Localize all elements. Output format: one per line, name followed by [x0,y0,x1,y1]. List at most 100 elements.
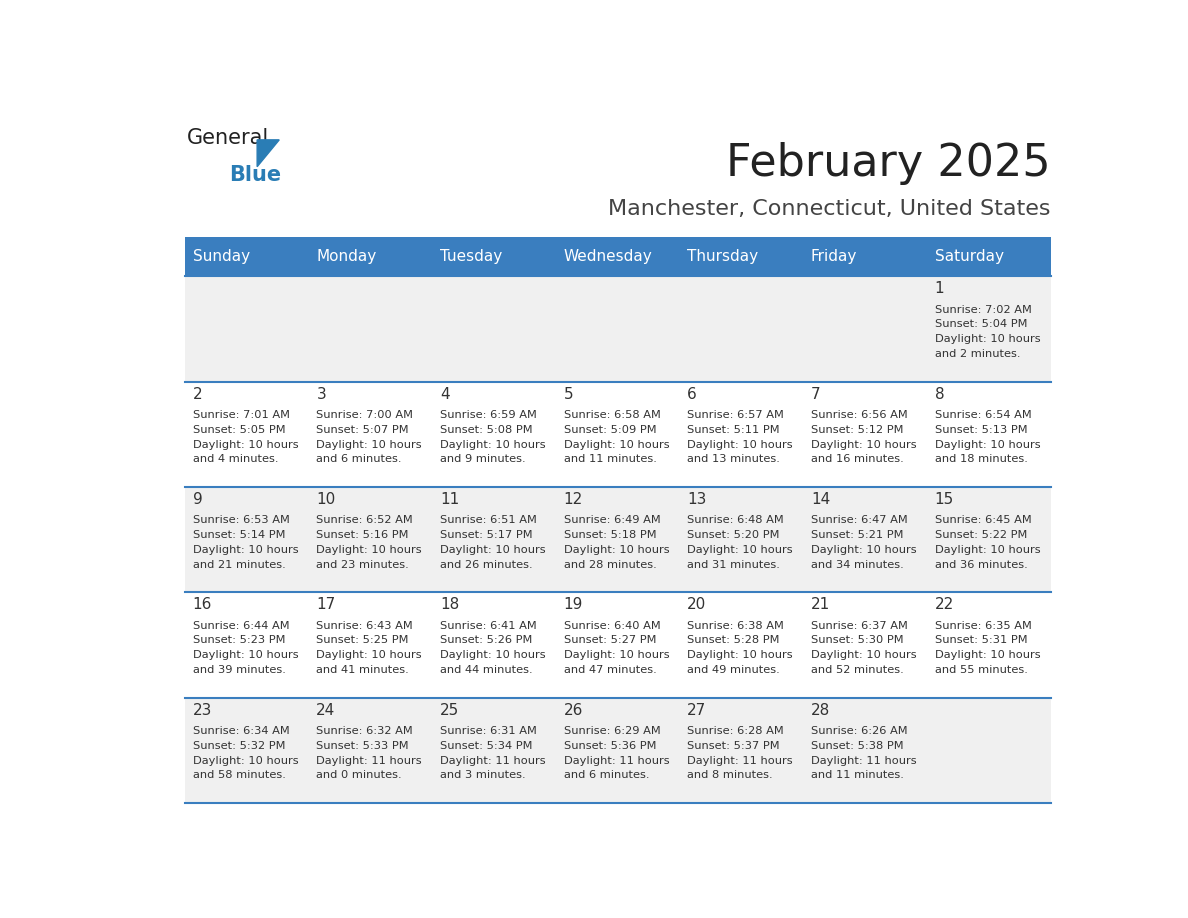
Text: and 8 minutes.: and 8 minutes. [687,770,773,780]
Text: Daylight: 10 hours: Daylight: 10 hours [811,650,916,660]
Text: 26: 26 [563,702,583,718]
Bar [927,592,1051,698]
Text: 6: 6 [687,386,697,401]
Text: Daylight: 10 hours: Daylight: 10 hours [811,545,916,554]
Text: Sunset: 5:14 PM: Sunset: 5:14 PM [192,530,285,540]
Text: 17: 17 [316,598,335,612]
Bar [185,487,309,592]
Bar [927,382,1051,487]
Text: Sunrise: 6:31 AM: Sunrise: 6:31 AM [440,726,537,736]
Text: Sunset: 5:07 PM: Sunset: 5:07 PM [316,425,409,435]
Text: 11: 11 [440,492,460,507]
Text: Monday: Monday [316,250,377,264]
Text: and 11 minutes.: and 11 minutes. [811,770,904,780]
Text: Sunrise: 6:45 AM: Sunrise: 6:45 AM [935,515,1031,525]
Text: 10: 10 [316,492,335,507]
Text: Daylight: 11 hours: Daylight: 11 hours [563,756,669,766]
Bar [556,698,680,803]
Text: Sunset: 5:22 PM: Sunset: 5:22 PM [935,530,1026,540]
Text: Sunset: 5:20 PM: Sunset: 5:20 PM [687,530,779,540]
Text: Thursday: Thursday [687,250,758,264]
Text: Sunrise: 6:43 AM: Sunrise: 6:43 AM [316,621,413,631]
Text: and 2 minutes.: and 2 minutes. [935,349,1020,359]
Text: Daylight: 10 hours: Daylight: 10 hours [192,756,298,766]
Text: 9: 9 [192,492,202,507]
Bar [185,382,309,487]
Text: Daylight: 10 hours: Daylight: 10 hours [935,650,1041,660]
Text: 15: 15 [935,492,954,507]
Text: 1: 1 [935,281,944,297]
Bar [680,487,803,592]
Text: Sunset: 5:04 PM: Sunset: 5:04 PM [935,319,1026,330]
Text: and 31 minutes.: and 31 minutes. [687,560,781,570]
Text: Sunset: 5:27 PM: Sunset: 5:27 PM [563,635,656,645]
Text: 24: 24 [316,702,335,718]
Text: Daylight: 10 hours: Daylight: 10 hours [687,545,792,554]
Bar [185,592,309,698]
Bar [927,276,1051,382]
Text: Sunset: 5:13 PM: Sunset: 5:13 PM [935,425,1028,435]
Text: 23: 23 [192,702,213,718]
Text: and 26 minutes.: and 26 minutes. [440,560,532,570]
Text: Daylight: 10 hours: Daylight: 10 hours [811,440,916,450]
Text: Sunset: 5:30 PM: Sunset: 5:30 PM [811,635,904,645]
Text: Daylight: 10 hours: Daylight: 10 hours [192,440,298,450]
Text: 27: 27 [687,702,707,718]
Bar [680,276,803,382]
Text: Sunrise: 6:40 AM: Sunrise: 6:40 AM [563,621,661,631]
Text: Daylight: 10 hours: Daylight: 10 hours [316,545,422,554]
Text: and 49 minutes.: and 49 minutes. [687,665,781,675]
Text: 21: 21 [811,598,830,612]
Bar [432,698,556,803]
Bar [309,238,432,276]
Text: Sunrise: 6:49 AM: Sunrise: 6:49 AM [563,515,661,525]
Text: and 13 minutes.: and 13 minutes. [687,454,781,465]
Text: Sunrise: 7:02 AM: Sunrise: 7:02 AM [935,305,1031,315]
Text: 25: 25 [440,702,460,718]
Text: Sunset: 5:34 PM: Sunset: 5:34 PM [440,741,532,751]
Polygon shape [257,140,279,167]
Text: Sunday: Sunday [192,250,249,264]
Text: Daylight: 10 hours: Daylight: 10 hours [687,650,792,660]
Bar [309,592,432,698]
Text: Sunset: 5:05 PM: Sunset: 5:05 PM [192,425,285,435]
Text: and 55 minutes.: and 55 minutes. [935,665,1028,675]
Text: 5: 5 [563,386,574,401]
Text: Sunset: 5:31 PM: Sunset: 5:31 PM [935,635,1028,645]
Bar [803,382,927,487]
Bar [803,238,927,276]
Bar [927,698,1051,803]
Text: and 9 minutes.: and 9 minutes. [440,454,525,465]
Text: Sunrise: 6:29 AM: Sunrise: 6:29 AM [563,726,661,736]
Bar [185,276,309,382]
Bar [803,276,927,382]
Text: 8: 8 [935,386,944,401]
Text: Sunset: 5:16 PM: Sunset: 5:16 PM [316,530,409,540]
Bar [556,382,680,487]
Text: Wednesday: Wednesday [563,250,652,264]
Bar [556,238,680,276]
Text: Sunset: 5:12 PM: Sunset: 5:12 PM [811,425,903,435]
Text: Sunrise: 6:26 AM: Sunrise: 6:26 AM [811,726,908,736]
Text: and 3 minutes.: and 3 minutes. [440,770,525,780]
Text: and 18 minutes.: and 18 minutes. [935,454,1028,465]
Bar [803,698,927,803]
Text: Sunrise: 6:51 AM: Sunrise: 6:51 AM [440,515,537,525]
Text: Sunrise: 6:34 AM: Sunrise: 6:34 AM [192,726,290,736]
Text: 19: 19 [563,598,583,612]
Text: Sunrise: 6:56 AM: Sunrise: 6:56 AM [811,409,908,420]
Bar [432,382,556,487]
Bar [185,238,309,276]
Text: Daylight: 10 hours: Daylight: 10 hours [563,545,669,554]
Text: February 2025: February 2025 [726,142,1051,185]
Text: Daylight: 10 hours: Daylight: 10 hours [440,545,545,554]
Text: Tuesday: Tuesday [440,250,503,264]
Text: 13: 13 [687,492,707,507]
Bar [432,592,556,698]
Text: Sunrise: 6:52 AM: Sunrise: 6:52 AM [316,515,413,525]
Text: Sunset: 5:36 PM: Sunset: 5:36 PM [563,741,656,751]
Text: and 4 minutes.: and 4 minutes. [192,454,278,465]
Bar [185,698,309,803]
Text: Sunrise: 6:37 AM: Sunrise: 6:37 AM [811,621,908,631]
Text: 16: 16 [192,598,213,612]
